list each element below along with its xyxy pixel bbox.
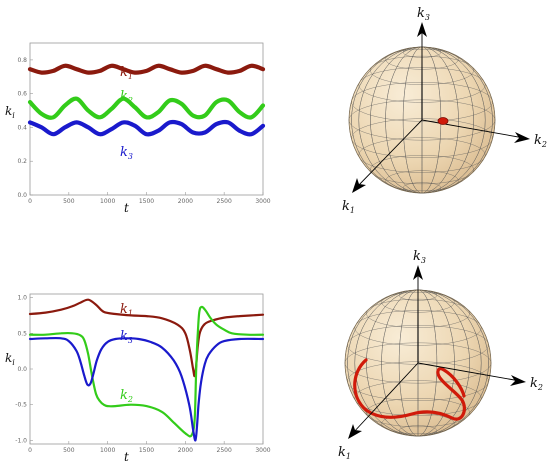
sphere-bottom-label-k3-sub: 3 [421,256,426,265]
sphere-top-label-k2-sub: 2 [541,140,547,149]
sphere-bottom-label-k1-sub: 1 [346,452,351,461]
sphere-top-trajectory-point [437,117,449,125]
plot-bottom-xticks: 0 500 1000 1500 2000 2500 3000 [28,441,271,454]
sphere-bottom-trajectory [353,358,466,421]
sphere-top-arrow-k1 [352,178,366,193]
series-k3-line [28,336,265,442]
plot-bottom-xlabel: t [124,450,129,464]
sphere-top-label-k1-sub: 1 [350,206,355,215]
sphere-top-label-k3: k3 [417,6,430,22]
plot-top-label-k2-sub: 2 [127,96,133,105]
series-k2-line [28,305,265,438]
sphere-bottom-label-k2: k2 [530,376,543,392]
x-tick-label: 3000 [255,198,270,205]
plot-top-ylabel-main: k [5,104,12,118]
x-tick-label: 0 [28,447,32,454]
y-tick-label: 0.0 [17,366,27,373]
sphere-bottom-label-k2-main: k [530,376,538,391]
x-tick-label: 500 [63,198,75,205]
plot-bottom-yticks: -1.0 -0.5 0.0 0.5 1.0 [15,295,33,444]
x-tick-label: 1500 [139,447,154,454]
sphere-top-arrow-k2 [514,132,530,143]
plot-top-label-k3: k3 [120,145,133,161]
y-tick-label: -1.0 [15,437,27,444]
plot-bottom-label-k3-main: k [120,329,128,344]
plot-bottom: 0 500 1000 1500 2000 2500 3000 -1.0 -0.5 0.0 0.5 1… [5,293,271,464]
sphere-bottom: k3 k2 k1 [338,249,543,461]
sphere-bottom-label-k3: k3 [413,249,426,265]
plot-bottom-ylabel: ki [5,351,15,367]
x-tick-label: 500 [63,447,75,454]
y-tick-label: 1.0 [17,295,27,302]
y-tick-label: 0.6 [17,91,27,98]
y-tick-label: 0.0 [17,192,27,199]
sphere-top-arrow-k3 [417,22,427,37]
sphere-bottom-label-k1: k1 [338,445,351,461]
x-tick-label: 3000 [255,447,270,454]
plot-bottom-label-k3: k3 [120,329,133,345]
sphere-bottom-arrow-k3 [413,265,423,280]
sphere-top-label-k3-sub: 3 [425,13,430,22]
plot-bottom-label-k1: k1 [120,302,133,318]
x-tick-label: 0 [28,198,32,205]
y-tick-label: 0.8 [17,57,27,64]
sphere-top-label-k1-main: k [342,199,350,214]
sphere-bottom-arrow-k2 [510,375,526,386]
sphere-bottom-label-k1-main: k [338,445,346,460]
plot-top-ylabel-sub: i [12,111,15,120]
sphere-top-axis-k1 [355,119,423,189]
sphere-bottom-label-k2-sub: 2 [537,383,543,392]
plot-bottom-label-k1-sub: 1 [128,309,133,318]
plot-bottom-ylabel-main: k [5,351,12,365]
plot-bottom-ylabel-sub: i [12,358,15,367]
x-tick-label: 2000 [178,447,193,454]
sphere-bottom-axis-k2 [417,362,521,382]
y-tick-label: 0.5 [17,330,27,337]
plot-top-label-k1-main: k [120,65,128,80]
series-k2-line [27,96,266,120]
series-k1-line [27,63,266,75]
series-k3-line [27,119,266,137]
plot-top: 0 500 1000 1500 2000 2500 3000 0.0 0.2 0.4 0.6 0.8… [5,42,271,215]
x-tick-label: 2000 [178,198,193,205]
y-tick-label: 0.2 [17,158,27,165]
plot-top-xlabel: t [124,201,129,215]
y-tick-label: -0.5 [15,402,27,409]
x-tick-label: 1500 [139,198,154,205]
x-tick-label: 2500 [217,198,232,205]
plot-top-label-k2-main: k [120,89,128,104]
latitude-line [385,170,459,192]
sphere-top-label-k2-main: k [534,133,542,148]
x-tick-label: 1000 [100,198,115,205]
plot-bottom-label-k2-main: k [120,388,128,403]
sphere-top-label-k1: k1 [342,199,355,215]
sphere-top: k3 k2 k1 [342,6,547,215]
plot-top-label-k1-sub: 1 [128,72,133,81]
series-k1-line [28,298,265,378]
plot-bottom-label-k3-sub: 3 [128,336,133,345]
plot-top-label-k2: k2 [120,89,133,105]
sphere-bottom-label-k3-main: k [413,249,421,264]
y-tick-label: 0.4 [17,124,27,131]
sphere-bottom-axis-k1 [351,362,419,435]
x-tick-label: 1000 [100,447,115,454]
plot-bottom-label-k2-sub: 2 [127,395,133,404]
sphere-top-label-k2: k2 [534,133,547,149]
sphere-top-label-k3-main: k [417,6,425,21]
latitude-line [354,380,482,416]
plot-top-yticks: 0.0 0.2 0.4 0.6 0.8 [17,57,33,199]
plot-top-label-k1: k1 [120,65,133,81]
plot-top-label-k3-main: k [120,145,128,160]
plot-bottom-label-k2: k2 [120,388,133,404]
plot-top-series [27,63,266,137]
plot-bottom-label-k1-main: k [120,302,128,317]
sphere-bottom-arrow-k1 [348,424,362,439]
latitude-line [358,137,486,173]
plot-top-xticks: 0 500 1000 1500 2000 2500 3000 [28,192,271,205]
plot-top-label-k3-sub: 3 [128,152,133,161]
plot-bottom-series [28,298,265,442]
x-tick-label: 2500 [217,447,232,454]
plot-top-ylabel: ki [5,104,15,120]
